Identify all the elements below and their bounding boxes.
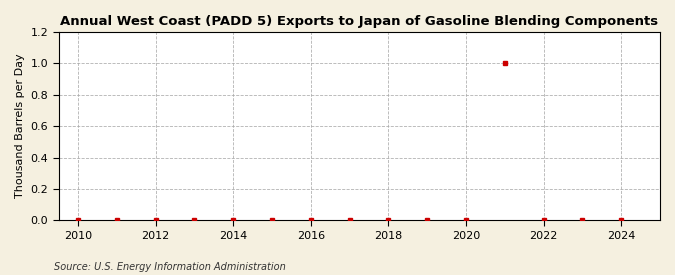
Title: Annual West Coast (PADD 5) Exports to Japan of Gasoline Blending Components: Annual West Coast (PADD 5) Exports to Ja… [60,15,658,28]
Text: Source: U.S. Energy Information Administration: Source: U.S. Energy Information Administ… [54,262,286,272]
Y-axis label: Thousand Barrels per Day: Thousand Barrels per Day [15,54,25,199]
